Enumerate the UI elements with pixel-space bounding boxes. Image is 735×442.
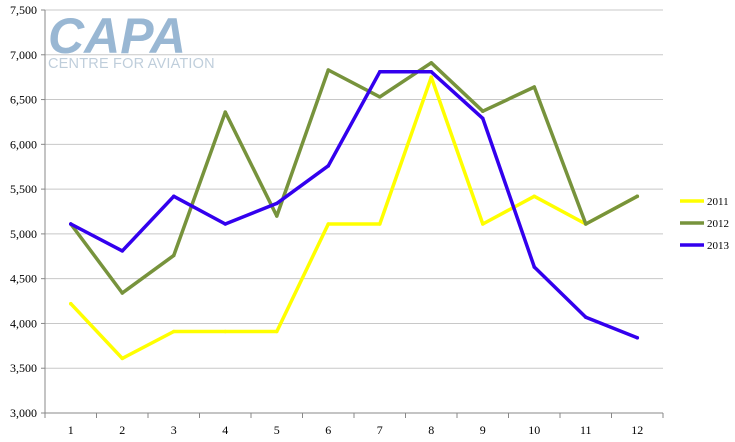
x-tick-label: 10 <box>528 423 540 437</box>
data-point-2012 <box>635 194 639 199</box>
series-line-2011 <box>69 75 640 361</box>
data-point-2013 <box>120 249 124 253</box>
data-point-2013 <box>326 164 330 168</box>
y-tick-label: 5,000 <box>10 227 37 241</box>
x-tick-label: 3 <box>171 423 177 437</box>
y-tick-label: 7,000 <box>10 48 37 62</box>
data-point-2012 <box>429 61 433 65</box>
data-point-2011 <box>275 329 279 334</box>
y-tick-label: 6,500 <box>10 93 37 107</box>
data-point-2012 <box>378 95 382 99</box>
y-tick-label: 6,000 <box>10 137 37 151</box>
y-tick-label: 5,500 <box>10 182 37 196</box>
data-point-2011 <box>378 222 382 226</box>
data-point-2011 <box>69 301 73 306</box>
data-point-2013 <box>481 116 485 121</box>
gridlines <box>45 9 663 369</box>
data-point-2012 <box>223 110 227 114</box>
x-tick-label: 1 <box>68 423 74 437</box>
data-point-2011 <box>532 194 536 199</box>
series-line-2013 <box>69 70 640 340</box>
data-point-2012 <box>172 253 176 258</box>
legend-label-2012: 2012 <box>707 218 729 230</box>
data-point-2013 <box>172 194 176 199</box>
data-point-2012 <box>275 214 279 218</box>
data-point-2012 <box>326 68 330 72</box>
axes <box>41 9 664 418</box>
x-tick-label: 6 <box>325 423 331 437</box>
data-point-2013 <box>532 265 536 269</box>
y-tick-label: 3,000 <box>10 406 37 420</box>
data-point-2012 <box>532 85 536 89</box>
x-tick-label: 12 <box>631 423 643 437</box>
data-point-2013 <box>275 201 279 206</box>
x-tick-label: 11 <box>580 423 592 437</box>
data-point-2013 <box>429 70 433 74</box>
y-tick-label: 4,500 <box>10 272 37 286</box>
x-tick-label: 4 <box>222 423 228 437</box>
y-axis-tick-labels: 3,000 3,500 4,000 4,500 5,000 5,500 6,000 6,500… <box>10 3 37 420</box>
data-point-2013 <box>378 70 382 74</box>
data-point-2011 <box>481 222 485 226</box>
data-point-2011 <box>120 356 124 361</box>
x-tick-label: 8 <box>428 423 434 437</box>
y-tick-label: 3,500 <box>10 361 37 375</box>
data-point-2012 <box>120 291 124 295</box>
data-point-2012 <box>481 109 485 113</box>
x-tick-label: 7 <box>377 423 383 437</box>
data-point-2011 <box>223 329 227 334</box>
x-tick-label: 9 <box>480 423 486 437</box>
y-tick-label: 7,500 <box>10 3 37 17</box>
series-line-2012 <box>69 61 640 295</box>
capa-logo: CAPA CENTRE FOR AVIATION <box>48 8 215 72</box>
legend-label-2013: 2013 <box>707 240 730 252</box>
logo-sub-text: CENTRE FOR AVIATION <box>48 56 215 72</box>
x-tick-label: 2 <box>119 423 125 437</box>
data-point-2011 <box>429 75 433 79</box>
series-lines <box>69 61 640 361</box>
x-axis-tick-labels: 1 2 3 4 5 6 7 8 9 10 11 12 <box>68 423 644 437</box>
data-point-2013 <box>69 222 73 226</box>
data-point-2013 <box>635 336 639 340</box>
x-tick-label: 5 <box>274 423 280 437</box>
data-point-2013 <box>223 222 227 226</box>
data-point-2013 <box>584 315 588 319</box>
y-tick-label: 4,000 <box>10 316 37 330</box>
legend-label-2011: 2011 <box>707 196 729 208</box>
data-point-2011 <box>172 329 176 334</box>
data-point-2011 <box>326 222 330 226</box>
data-point-2012 <box>584 222 588 226</box>
legend: 2011 2012 2013 <box>680 196 730 252</box>
